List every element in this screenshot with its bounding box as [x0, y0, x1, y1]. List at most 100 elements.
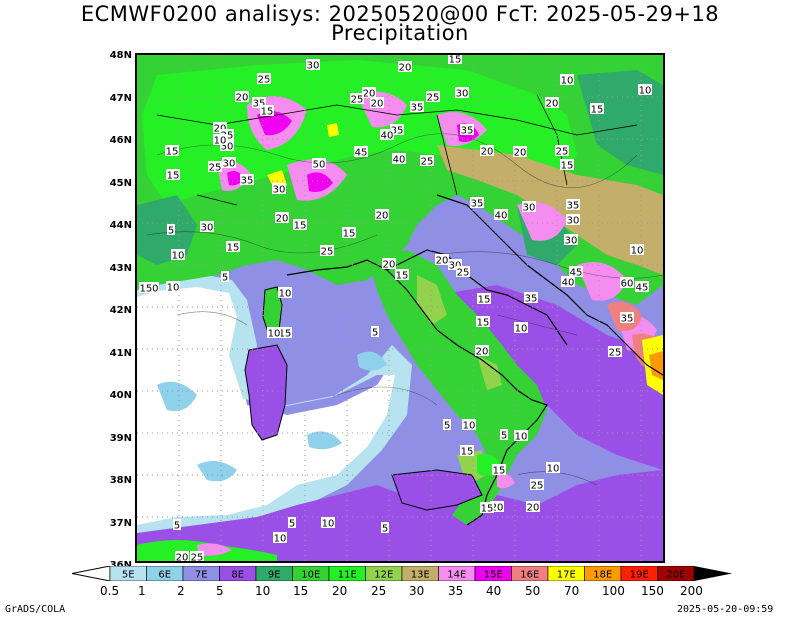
colorbar-value: 10 [255, 584, 271, 598]
green-south-cells [137, 454, 502, 561]
contour-label: 5 [168, 226, 174, 237]
contour-label-bg [208, 161, 222, 172]
contour-label: 20 [176, 553, 189, 562]
contour-label: 10 [561, 76, 574, 87]
contour-label-bg [500, 429, 508, 440]
contour-label: 30 [273, 185, 286, 196]
contour-label-bg [278, 327, 292, 338]
contour-label-bg [590, 103, 604, 114]
contour-label: 30 [565, 236, 578, 247]
colorbar-lon-label: 6E [158, 570, 171, 581]
contour-label-bg [620, 312, 634, 323]
lat-label: 44N [109, 220, 132, 231]
contour-label: 25 [191, 553, 204, 562]
contour-label: 15 [294, 221, 307, 232]
lat-label: 41N [109, 347, 132, 359]
contour-label-bg [273, 532, 287, 543]
contour-label: 10 [463, 421, 476, 432]
contour-label: 5 [174, 521, 180, 532]
contour-label: 10 [214, 136, 227, 147]
contour-label: 30 [456, 89, 469, 100]
contour-label: 20 [491, 503, 504, 514]
map-title: ECMWF0200 analisys: 20250520@00 FcT: 202… [80, 2, 720, 26]
contour-label: 20 [514, 148, 527, 159]
contour-label-bg [448, 259, 462, 270]
contour-label: 10 [515, 432, 528, 443]
lat-label: 47N [109, 92, 132, 104]
colorbar-value: 35 [448, 584, 464, 598]
contour-label: 35 [567, 201, 580, 212]
balkan-coastline [436, 194, 663, 376]
lat-label: 38N [109, 475, 132, 486]
contour-label-bg [462, 419, 476, 430]
contour-label: 15 [493, 466, 506, 477]
contour-label-bg [371, 326, 379, 337]
contour-lines [146, 133, 663, 486]
contour-label-bg [272, 183, 286, 194]
contour-label-bg [566, 214, 580, 225]
contour-label: 35 [471, 199, 484, 210]
contour-label: 30 [567, 216, 580, 227]
contour-label: 20 [383, 260, 396, 271]
contour-label: 150 [139, 284, 158, 295]
contour-label: 30 [523, 203, 536, 214]
contour-label-bg [460, 445, 474, 456]
contour-label-bg [635, 281, 649, 292]
colorbar-lon-label: 8E [231, 570, 244, 581]
contour-label-bg [257, 73, 271, 84]
contour-label-bg [166, 281, 180, 292]
contour-label: 20 [276, 214, 289, 225]
contour-label-bg [620, 277, 634, 288]
contour-label-bg [240, 174, 254, 185]
map-subtitle: Precipitation [331, 21, 469, 45]
contour-label: 20 [436, 256, 449, 267]
colorbar-value: 70 [564, 584, 580, 598]
sicily-island [391, 469, 483, 511]
contour-label-bg [494, 209, 508, 220]
contour-label: 15 [481, 504, 494, 515]
contour-label: 40 [562, 278, 575, 289]
colorbar-lon-label: 7E [195, 570, 208, 581]
contour-label-bg [354, 146, 368, 157]
contour-label-bg [480, 145, 494, 156]
lat-label: 42N [109, 305, 132, 316]
contour-label-bg [165, 145, 179, 156]
colorbar-value: 1 [138, 584, 146, 598]
colorbar-lon-label: 20E [666, 570, 685, 581]
contour-label-bg [375, 209, 389, 220]
colorbar-value: 100 [602, 584, 625, 598]
contour-label: 25 [351, 95, 364, 106]
contour-label-bg [522, 201, 536, 212]
colorbar: 5E 6E 7E 8E 9E 10E 11E 12E 13E 14E 15E 16E 17E 18E 19E… [72, 566, 732, 581]
contour-label-bg [490, 501, 504, 512]
lat-label: 46N [109, 135, 132, 146]
contour-label: 15 [478, 295, 491, 306]
contour-label-bg [370, 97, 384, 108]
contour-label-bg [381, 522, 389, 533]
colorbar-value: 2 [177, 584, 185, 598]
contour-label-bg [456, 266, 470, 277]
contour-label-bg [455, 87, 469, 98]
contour-label-bg [278, 287, 292, 298]
contour-label: 25 [457, 268, 470, 279]
contour-label: 25 [421, 157, 434, 168]
contour-label: 20 [527, 503, 540, 514]
contour-label-bg [267, 327, 281, 338]
contour-label-bg [566, 199, 580, 210]
colorbar-lon-label: 15E [484, 570, 503, 581]
contour-label-bg [514, 430, 528, 441]
contour-label-bg [321, 517, 335, 528]
contour-label-bg [476, 316, 490, 327]
contour-label-bg [350, 93, 364, 104]
contour-label-bg [477, 293, 491, 304]
contour-label: 5 [222, 273, 228, 284]
contour-label-bg [166, 169, 180, 180]
contour-label: 15 [166, 147, 179, 158]
contour-label: 40 [381, 131, 394, 142]
colorbar-value: 200 [680, 584, 703, 598]
contour-label-bg [420, 155, 434, 166]
colorbar-left-arrow [72, 566, 111, 581]
contour-label-bg [213, 122, 227, 133]
contour-label-bg [200, 221, 214, 232]
contour-label: 35 [525, 294, 538, 305]
